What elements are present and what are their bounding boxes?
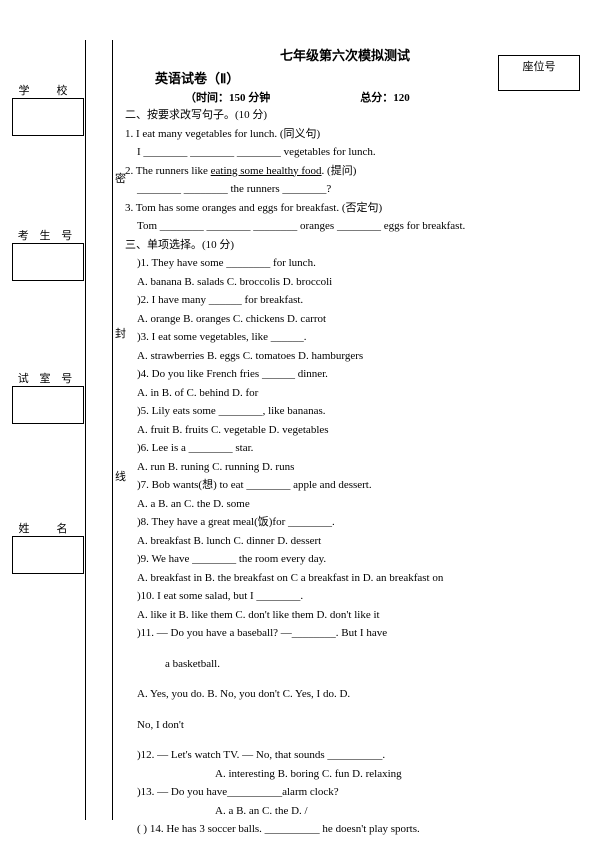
q3-6-opt: A. run B. runing C. running D. runs xyxy=(137,459,565,476)
total-label: 总分：120 xyxy=(360,89,410,105)
q3-7: )7. Bob wants(想) to eat ________ apple a… xyxy=(137,477,565,494)
school-box[interactable] xyxy=(12,98,84,136)
student-label: 考 生 号 xyxy=(12,227,82,243)
q3-9-opt: A. breakfast in B. the breakfast on C a … xyxy=(137,570,565,587)
q3-12-opt: A. interesting B. boring C. fun D. relax… xyxy=(215,766,565,783)
school-label: 学 校 xyxy=(12,82,82,98)
q3-1: )1. They have some ________ for lunch. xyxy=(137,255,565,272)
q3-13-opt: A. a B. an C. the D. / xyxy=(215,803,565,820)
q3-4: )4. Do you like French fries ______ dinn… xyxy=(137,366,565,383)
q3-11b: a basketball. xyxy=(165,656,565,673)
q3-14: ( ) 14. He has 3 soccer balls. _________… xyxy=(137,821,565,838)
q3-3: )3. I eat some vegetables, like ______. xyxy=(137,329,565,346)
q2-2a: 2. The runners like eating some healthy … xyxy=(125,163,565,180)
name-label: 姓 名 xyxy=(12,520,82,536)
q3-11d: No, I don't xyxy=(137,717,565,734)
q3-1-opt: A. banana B. salads C. broccolis D. broc… xyxy=(137,274,565,291)
title-sub: 英语试卷（Ⅱ） xyxy=(155,68,239,87)
q3-12: )12. — Let's watch TV. — No, that sounds… xyxy=(137,747,565,764)
q3-11-opt: A. Yes, you do. B. No, you don't C. Yes,… xyxy=(137,686,565,703)
title-main: 七年级第六次模拟测试 xyxy=(125,45,565,64)
q2-2a-u: eating some healthy food xyxy=(211,165,322,177)
q3-4-opt: A. in B. of C. behind D. for xyxy=(137,385,565,402)
q3-10-opt: A. like it B. like them C. don't like th… xyxy=(137,607,565,624)
q2-2a-end: . (提问) xyxy=(322,165,357,177)
room-label: 试 室 号 xyxy=(12,370,82,386)
q2-2a-pre: 2. The runners like xyxy=(125,165,211,177)
q3-2-opt: A. orange B. oranges C. chickens D. carr… xyxy=(137,311,565,328)
q3-2: )2. I have many ______ for breakfast. xyxy=(137,292,565,309)
q3-8-opt: A. breakfast B. lunch C. dinner D. desse… xyxy=(137,533,565,550)
q3-11: )11. — Do you have a baseball? —________… xyxy=(137,625,565,642)
q3-5-opt: A. fruit B. fruits C. vegetable D. veget… xyxy=(137,422,565,439)
q2-3b: Tom ________ ________ ________ oranges _… xyxy=(137,218,565,235)
q3-6: )6. Lee is a ________ star. xyxy=(137,440,565,457)
student-box[interactable] xyxy=(12,243,84,281)
q3-8: )8. They have a great meal(饭)for _______… xyxy=(137,514,565,531)
q3-9: )9. We have ________ the room every day. xyxy=(137,551,565,568)
sec2-header: 二、按要求改写句子。(10 分) xyxy=(125,107,565,124)
main-content: 七年级第六次模拟测试 英语试卷（Ⅱ） （时间：150 分钟 总分：120 二、按… xyxy=(125,45,565,840)
q3-5: )5. Lily eats some ________, like banana… xyxy=(137,403,565,420)
q2-2b: ________ ________ the runners ________? xyxy=(137,181,565,198)
room-box[interactable] xyxy=(12,386,84,424)
q2-1a: 1. I eat many vegetables for lunch. (同义句… xyxy=(125,126,565,143)
q2-1b: I ________ ________ ________ vegetables … xyxy=(137,144,565,161)
margin-line-outer xyxy=(85,40,86,820)
name-box[interactable] xyxy=(12,536,84,574)
q3-3-opt: A. strawberries B. eggs C. tomatoes D. h… xyxy=(137,348,565,365)
q3-7-opt: A. a B. an C. the D. some xyxy=(137,496,565,513)
sec3-header: 三、单项选择。(10 分) xyxy=(125,237,565,254)
time-label: （时间：150 分钟 xyxy=(185,89,270,105)
q2-3a: 3. Tom has some oranges and eggs for bre… xyxy=(125,200,565,217)
q3-10: )10. I eat some salad, but I ________. xyxy=(137,588,565,605)
q3-13: )13. — Do you have__________alarm clock? xyxy=(137,784,565,801)
margin-line-inner xyxy=(112,40,113,820)
